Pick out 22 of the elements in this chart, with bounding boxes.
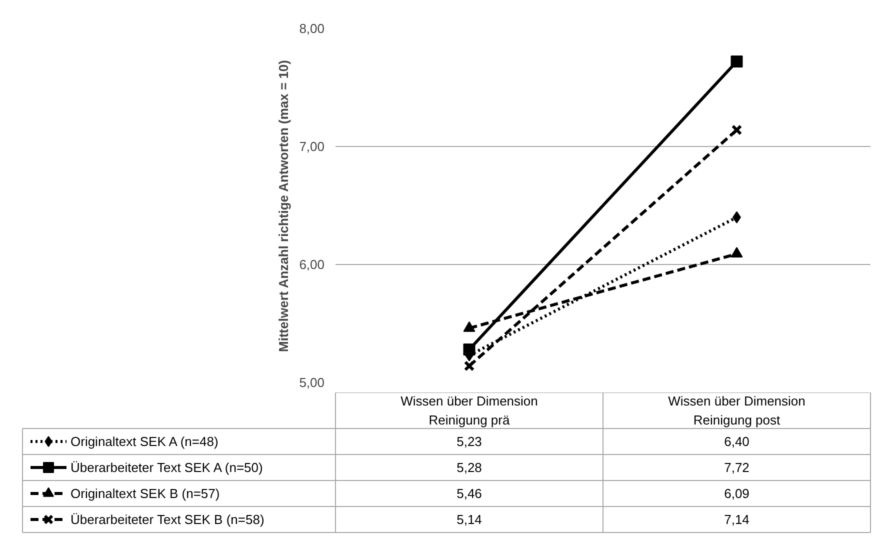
data-label: 6,40 [724,434,750,449]
data-label: 5,28 [456,460,482,475]
point [464,360,475,372]
data-label: 5,46 [456,486,482,501]
data-label: 5,23 [456,434,482,449]
y-axis-title: Mittelwert Anzahl richtige Antworten (max = 10) [276,60,292,352]
legend-label: Originaltext SEK B (n=57) [70,486,220,501]
data-label: 5,14 [456,512,482,527]
x-tick-label: Wissen über Dimension Reinigung post [668,394,806,428]
point [731,124,742,136]
data-label: 7,14 [724,512,750,527]
legend-label: Überarbeiteter Text SEK A (n=50) [70,460,263,475]
legend-label: Überarbeiteter Text SEK B (n=58) [70,512,264,527]
point [730,56,743,68]
x-tick-label: Wissen über Dimension Reinigung prä [400,394,538,428]
y-tick-label: 8,00 [299,21,325,36]
legend-label: Originaltext SEK A (n=48) [70,434,218,449]
data-label: 6,09 [724,486,750,501]
y-tick-label: 7,00 [299,139,325,154]
y-tick-label: 5,00 [299,375,325,390]
data-label: 7,72 [724,460,750,475]
y-tick-label: 6,00 [299,257,325,272]
